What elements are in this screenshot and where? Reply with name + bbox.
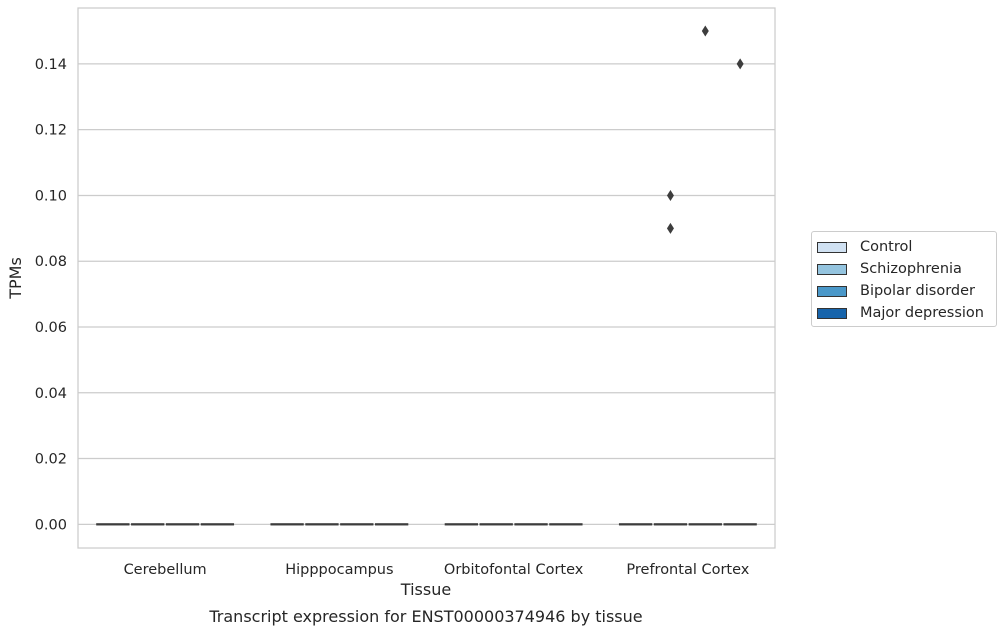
y-tick-label: 0.10	[35, 188, 67, 204]
y-tick-label: 0.00	[35, 517, 67, 533]
outlier-point	[666, 189, 674, 201]
legend-label: Bipolar disorder	[860, 283, 975, 299]
box	[444, 523, 479, 526]
x-tick-label: Orbitofontal Cortex	[444, 562, 584, 578]
legend-swatch	[817, 263, 847, 275]
box	[618, 523, 653, 526]
box	[723, 523, 757, 526]
plot-frame	[77, 7, 776, 549]
outliers	[666, 25, 744, 234]
legend-label: Schizophrenia	[860, 261, 962, 277]
box	[200, 523, 235, 526]
y-axis-label: TPMs	[6, 257, 25, 300]
box	[653, 523, 688, 526]
legend-label: Major depression	[860, 305, 984, 321]
legend-label: Control	[860, 239, 913, 255]
chart-caption: Transcript expression for ENST0000037494…	[208, 607, 642, 626]
box	[479, 523, 513, 526]
y-axis-ticks: 0.00 0.02 0.04 0.06 0.08 0.10 0.12 0.14	[35, 57, 67, 533]
box	[96, 523, 130, 526]
gridlines	[78, 63, 775, 525]
y-tick-label: 0.06	[35, 320, 67, 336]
outlier-point	[736, 58, 744, 70]
legend-swatch	[817, 285, 847, 297]
legend-item: Bipolar disorder	[817, 280, 996, 302]
y-tick-label: 0.14	[35, 57, 67, 73]
legend: Control Schizophrenia Bipolar disorder Majo…	[811, 231, 997, 327]
outlier-point	[701, 25, 709, 37]
box	[305, 523, 339, 526]
y-tick-label: 0.08	[35, 254, 67, 270]
outlier-point	[666, 222, 674, 234]
boxes	[96, 523, 757, 526]
y-tick-label: 0.04	[35, 386, 67, 402]
box	[270, 523, 304, 526]
box	[514, 523, 548, 526]
legend-item: Schizophrenia	[817, 258, 996, 280]
x-tick-label: Cerebellum	[124, 562, 207, 578]
x-tick-label: Prefrontal Cortex	[626, 562, 749, 578]
x-axis-ticks: Cerebellum Hipppocampus Orbitofontal Corte…	[124, 562, 750, 578]
box	[374, 523, 409, 526]
box	[340, 523, 374, 526]
y-tick-label: 0.12	[35, 123, 67, 139]
x-tick-label: Hipppocampus	[285, 562, 393, 578]
x-axis-label: Tissue	[400, 580, 451, 599]
legend-swatch	[817, 241, 847, 253]
legend-item: Control	[817, 236, 996, 258]
box	[549, 523, 583, 526]
legend-swatch	[817, 307, 847, 319]
legend-item: Major depression	[817, 302, 996, 324]
box	[131, 523, 165, 526]
box	[165, 523, 200, 526]
box	[688, 523, 722, 526]
y-tick-label: 0.02	[35, 452, 67, 468]
